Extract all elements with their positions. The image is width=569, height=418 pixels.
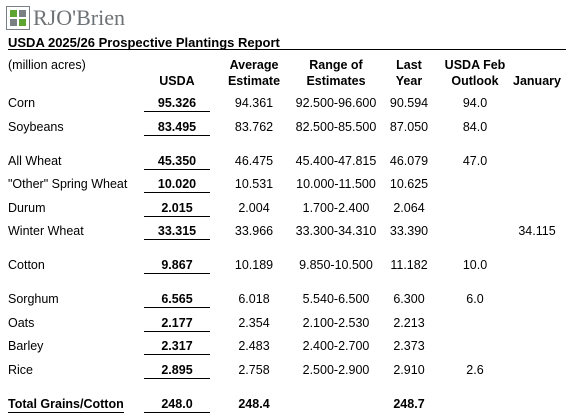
row-label: Sorghum — [8, 292, 59, 306]
usda-value: 10.020 — [144, 177, 210, 193]
column-header: USDA — [159, 74, 195, 88]
value: 2.213 — [393, 315, 425, 330]
column-header: Estimates — [306, 74, 366, 88]
value: 10.531 — [234, 177, 274, 191]
value: 2.400-2.700 — [302, 339, 370, 353]
value: 2.500-2.900 — [302, 362, 370, 377]
usda-value: 2.177 — [144, 316, 210, 332]
value: 2.004 — [238, 200, 270, 215]
report-title: USDA 2025/26 Prospective Plantings Repor… — [8, 35, 280, 50]
total-label: Total Grains/Cotton — [8, 396, 124, 413]
total-value: 248.0 — [144, 397, 210, 413]
value: 6.018 — [238, 292, 270, 306]
value: 6.300 — [393, 292, 425, 306]
usda-value: 6.565 — [144, 292, 210, 308]
value: 10.0 — [462, 258, 488, 272]
usda-value: 2.317 — [144, 339, 210, 355]
value: 33.966 — [234, 224, 274, 238]
row-label: "Other" Spring Wheat — [8, 177, 128, 191]
row-label: Cotton — [8, 258, 45, 272]
usda-value: 2.015 — [144, 201, 210, 217]
title-rule — [8, 49, 566, 50]
column-header: Range of — [309, 58, 363, 72]
row-label: All Wheat — [8, 153, 62, 168]
column-header: USDA Feb — [444, 58, 506, 72]
value: 2.910 — [393, 362, 425, 377]
row-label: Oats — [8, 315, 35, 330]
logo-icon — [6, 6, 30, 30]
value: 2.483 — [238, 339, 270, 353]
column-header: Estimate — [227, 74, 281, 88]
value: 2.100-2.530 — [302, 315, 370, 330]
value: 87.050 — [389, 119, 429, 134]
row-label: Corn — [8, 96, 36, 110]
column-header: Year — [395, 74, 423, 88]
row-label: Winter Wheat — [8, 224, 84, 238]
value: 47.0 — [462, 153, 488, 168]
value: 84.0 — [462, 119, 488, 134]
value: 33.300-34.310 — [295, 224, 377, 238]
value: 10.625 — [389, 177, 429, 191]
value: 33.390 — [389, 224, 429, 238]
value: 2.064 — [393, 200, 425, 215]
row-label: Durum — [8, 200, 46, 215]
column-header: January — [513, 74, 561, 88]
usda-value: 45.350 — [144, 154, 210, 170]
value: 11.182 — [390, 258, 428, 272]
value: 2.758 — [238, 362, 270, 377]
usda-value: 95.326 — [144, 96, 210, 112]
value: 1.700-2.400 — [302, 200, 370, 215]
value: 82.500-85.500 — [295, 119, 377, 134]
value: 94.361 — [234, 96, 274, 110]
usda-value: 83.495 — [144, 120, 210, 136]
value: 45.400-47.815 — [295, 153, 377, 168]
total-value: 248.4 — [238, 396, 270, 411]
usda-value: 33.315 — [144, 224, 210, 240]
value: 34.115 — [518, 224, 556, 238]
total-value: 248.7 — [393, 396, 425, 411]
row-label: Soybeans — [8, 119, 64, 134]
value: 46.079 — [389, 153, 429, 168]
value: 2.6 — [466, 362, 484, 377]
value: 10.000-11.500 — [296, 177, 376, 191]
row-label: Barley — [8, 339, 44, 353]
row-label: Rice — [8, 362, 34, 377]
value: 5.540-6.500 — [302, 292, 370, 306]
column-header: (million acres) — [8, 58, 86, 72]
value: 90.594 — [389, 96, 429, 110]
value: 6.0 — [466, 292, 484, 306]
value: 2.373 — [393, 339, 425, 353]
value: 94.0 — [462, 96, 488, 110]
column-header: Outlook — [451, 74, 499, 88]
column-header: Last — [396, 58, 422, 72]
usda-value: 9.867 — [144, 258, 210, 274]
value: 83.762 — [234, 119, 274, 134]
usda-value: 2.895 — [144, 363, 210, 379]
value: 10.189 — [234, 258, 274, 272]
value: 9.850-10.500 — [299, 258, 373, 272]
value: 2.354 — [238, 315, 270, 330]
logo-text: RJO'Brien — [33, 5, 125, 30]
value: 92.500-96.600 — [295, 96, 377, 110]
value: 46.475 — [234, 153, 274, 168]
column-header: Average — [229, 58, 279, 72]
